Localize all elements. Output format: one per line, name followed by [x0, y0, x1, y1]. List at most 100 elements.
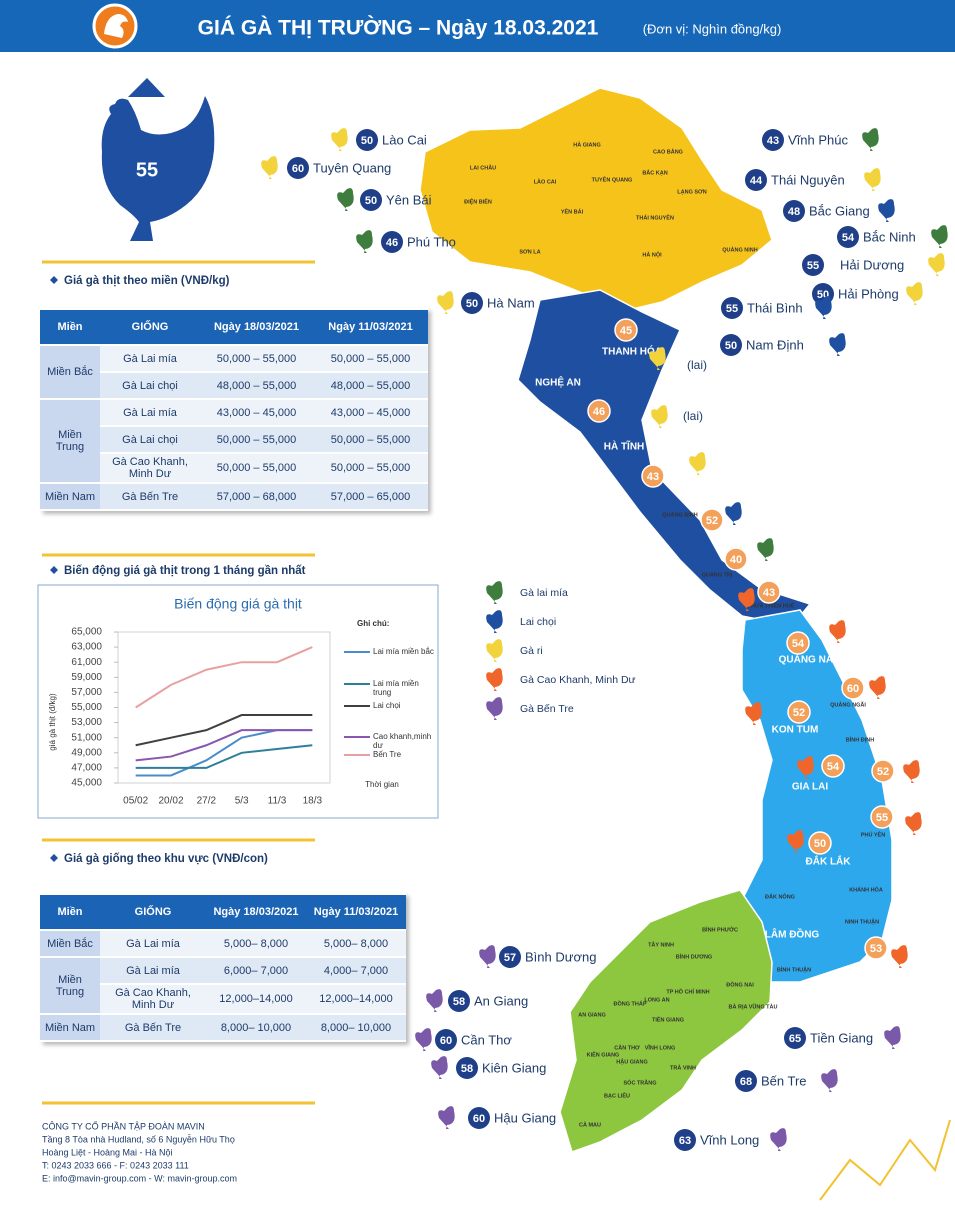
table-header-row: Miền GIỐNG Ngày 18/03/2021 Ngày 11/03/2021 — [40, 310, 428, 344]
section-title: Biến động giá gà thịt trong 1 tháng gần … — [64, 565, 306, 577]
table-header: Miền — [40, 895, 100, 929]
table-cell: 8,000– 10,000 — [306, 1015, 406, 1040]
map-price-marker — [587, 399, 611, 423]
chicken-icon — [438, 1106, 455, 1129]
table-cell: 48,000 – 55,000 — [313, 373, 428, 398]
map-price: 52 — [877, 766, 889, 778]
map-price-marker — [864, 936, 888, 960]
table-cell: 50,000 – 55,000 — [313, 427, 428, 452]
table-row: Miền Bắc Gà Lai mía 5,000– 8,000 5,000– 8,0… — [40, 931, 406, 956]
callout-price: 50 — [725, 340, 737, 352]
table-cell: Gà Lai mía — [100, 346, 200, 371]
x-tick-label: 11/3 — [268, 796, 287, 807]
table-header: Ngày 18/03/2021 — [206, 895, 306, 929]
callout-marker — [356, 129, 378, 151]
callout-price: 55 — [807, 260, 819, 272]
callout-name: An Giang — [474, 993, 528, 1008]
callout-price: 54 — [842, 232, 855, 244]
chicken-icon — [486, 639, 503, 662]
table-cell: 50,000 – 55,000 — [200, 346, 313, 371]
map-price-marker — [614, 318, 638, 342]
province-label: LÂM ĐỒNG — [765, 928, 820, 941]
y-tick-label: 51,000 — [71, 732, 102, 743]
chicken-icon — [928, 253, 945, 276]
hero-arrow — [128, 78, 165, 97]
callout-marker — [802, 254, 824, 276]
region-cell: Miền Trung — [40, 958, 100, 1013]
map-price: 43 — [647, 471, 659, 483]
table-cell: Gà Lai mía — [100, 400, 200, 425]
region-cell: Miền Trung — [40, 400, 100, 482]
province-label: BÌNH ĐỊNH — [846, 735, 874, 743]
map-price: 45 — [620, 325, 632, 337]
y-tick-label: 57,000 — [71, 687, 102, 698]
table-cell: Gà Lai mía — [100, 958, 206, 983]
chicken-icon — [878, 199, 895, 222]
chicken-icon — [829, 333, 846, 356]
chicken-icon — [903, 760, 920, 783]
table-cell: 50,000 – 55,000 — [313, 454, 428, 482]
callout-price: 50 — [365, 195, 377, 207]
callout-name: Bến Tre — [761, 1073, 807, 1088]
callout-name: Yên Bái — [386, 192, 432, 207]
table-cell: 5,000– 8,000 — [206, 931, 306, 956]
table-header: Ngày 11/03/2021 — [313, 310, 428, 344]
province-label: TP HỒ CHÍ MINH — [666, 987, 709, 995]
chicken-icon — [905, 812, 922, 835]
callout-name: Vĩnh Long — [700, 1132, 759, 1147]
table-cell: 6,000– 7,000 — [206, 958, 306, 983]
map-legend-label: Gà ri — [520, 645, 543, 657]
province-label: BÌNH THUẬN — [777, 965, 811, 973]
chicken-icon — [787, 830, 804, 853]
chicken-icon — [869, 676, 886, 699]
x-axis-label: Thời gian — [365, 780, 399, 789]
callout-price: 46 — [386, 237, 398, 249]
callout-marker — [456, 1057, 478, 1079]
x-tick-label: 5/3 — [235, 796, 249, 807]
table-row: Gà Lai chọi 48,000 – 55,000 48,000 – 55,00… — [40, 373, 428, 398]
map-price: 43 — [763, 587, 775, 599]
chicken-icon — [415, 1028, 432, 1051]
province-label: ĐIỆN BIÊN — [464, 197, 492, 205]
province-label: HÀ TĨNH — [604, 440, 645, 453]
legend-entry: Lai mía miền bắc — [373, 647, 434, 656]
section-title: Giá gà thịt theo miền (VNĐ/kg) — [64, 275, 230, 287]
decoration — [819, 1119, 951, 1201]
callout-price: 57 — [504, 952, 516, 964]
chicken-icon — [906, 282, 923, 305]
legend-title: Ghi chú: — [357, 619, 389, 628]
table-header-row: Miền GIỐNG Ngày 18/03/2021 Ngày 11/03/2021 — [40, 895, 406, 929]
chicken-icon — [862, 128, 879, 151]
y-tick-label: 49,000 — [71, 747, 102, 758]
region-south — [559, 889, 773, 1153]
callout-name: Bắc Giang — [809, 203, 870, 218]
legend-entry: Lai chọi — [373, 701, 401, 710]
chicken-icon — [815, 296, 832, 319]
province-label: LÀO CAI — [534, 178, 557, 185]
map-price: 60 — [847, 683, 859, 695]
map-price-marker — [821, 754, 845, 778]
map-note: (lai) — [683, 409, 703, 423]
callout-name: Hậu Giang — [494, 1110, 556, 1125]
callout-price: 55 — [726, 303, 738, 315]
table-row: Miền Trung Gà Lai mía 43,000 – 45,000 43,00… — [40, 400, 428, 482]
callout-marker — [287, 157, 309, 179]
legend-entry: Bến Tre — [373, 750, 402, 759]
region-cell: Miền Nam — [40, 1015, 100, 1040]
callout-name: Vĩnh Phúc — [788, 132, 848, 147]
province-label: BẮC KẠN — [642, 168, 667, 176]
table-cell: 50,000 – 55,000 — [313, 346, 428, 371]
province-label: THỪA THIÊN HUẾ — [748, 601, 795, 609]
price-table: Miền GIỐNG Ngày 18/03/2021 Ngày 11/03/2021 M… — [40, 893, 406, 1042]
province-label: BẠC LIÊU — [604, 1091, 630, 1099]
chicken-icon — [437, 291, 454, 314]
table-cell: 48,000 – 55,000 — [200, 373, 313, 398]
table-cell: 43,000 – 45,000 — [313, 400, 428, 425]
map-price-marker — [700, 508, 724, 532]
map-price-marker — [871, 759, 895, 783]
province-label: CAO BẰNG — [653, 147, 683, 155]
chicken-icon — [829, 620, 846, 643]
callout-name: Bắc Ninh — [863, 229, 916, 244]
chicken-icon — [486, 610, 503, 633]
callout-name: Kiên Giang — [482, 1060, 546, 1075]
